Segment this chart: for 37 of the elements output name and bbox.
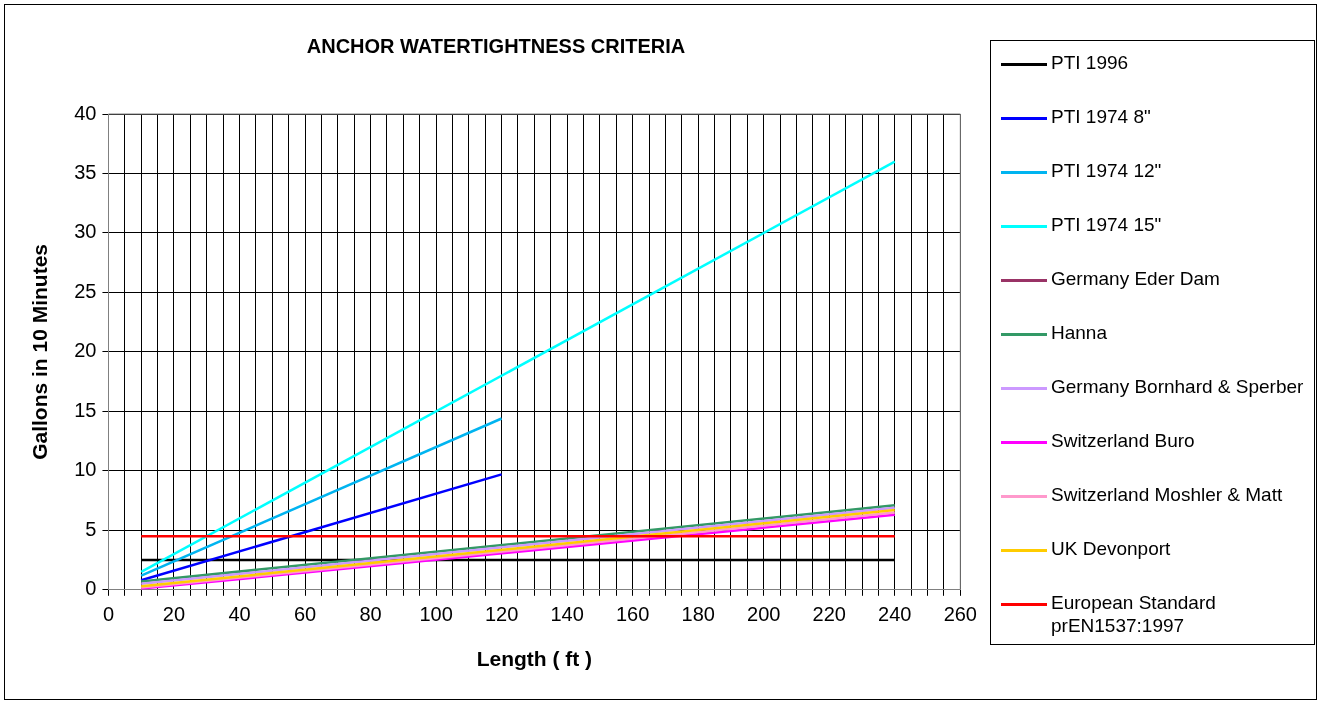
x-tick-label: 180 [681, 603, 715, 626]
chart-title: ANCHOR WATERTIGHTNESS CRITERIA [306, 34, 686, 57]
x-tick-label: 40 [228, 603, 251, 626]
x-tick-label: 160 [615, 603, 650, 626]
x-tick-label: 80 [359, 603, 382, 626]
legend-label: Hanna [1051, 321, 1107, 344]
x-tick-label: 120 [484, 603, 519, 626]
legend-label: Switzerland Buro [1051, 429, 1195, 452]
y-tick-label: 5 [85, 517, 97, 540]
x-tick-label: 20 [162, 603, 186, 626]
legend-label: PTI 1974 12" [1051, 159, 1162, 182]
legend-label: PTI 1974 8" [1051, 105, 1151, 128]
y-tick-label: 40 [74, 101, 97, 124]
legend-label: European Standard prEN1537:1997 [1051, 591, 1217, 637]
legend-label: PTI 1974 15" [1051, 213, 1162, 236]
x-tick-label: 0 [102, 603, 115, 626]
y-tick-label: 10 [74, 458, 97, 481]
y-tick-label: 25 [74, 279, 97, 302]
legend-label: UK Devonport [1051, 537, 1171, 560]
y-tick-label: 0 [85, 577, 97, 600]
x-tick-label: 200 [747, 603, 781, 626]
x-tick-label: 60 [293, 603, 317, 626]
y-tick-label: 15 [74, 398, 97, 421]
legend-label: PTI 1996 [1051, 51, 1129, 74]
y-tick-label: 30 [74, 220, 97, 243]
x-tick-label: 220 [812, 603, 846, 626]
x-tick-label: 260 [943, 603, 977, 626]
y-tick-label: 20 [74, 339, 97, 362]
x-tick-label: 140 [550, 603, 584, 626]
legend-label: Germany Bornhard & Sperber [1051, 375, 1304, 398]
x-tick-label: 240 [878, 603, 912, 626]
legend-label: Switzerland Moshler & Matt [1051, 483, 1283, 506]
y-tick-label: 35 [74, 160, 97, 183]
x-tick-label: 100 [419, 603, 453, 626]
legend-label: Germany Eder Dam [1051, 267, 1220, 290]
y-axis-title: Gallons in 10 Minutes [28, 243, 52, 460]
x-axis-title: Length ( ft ) [476, 647, 593, 671]
